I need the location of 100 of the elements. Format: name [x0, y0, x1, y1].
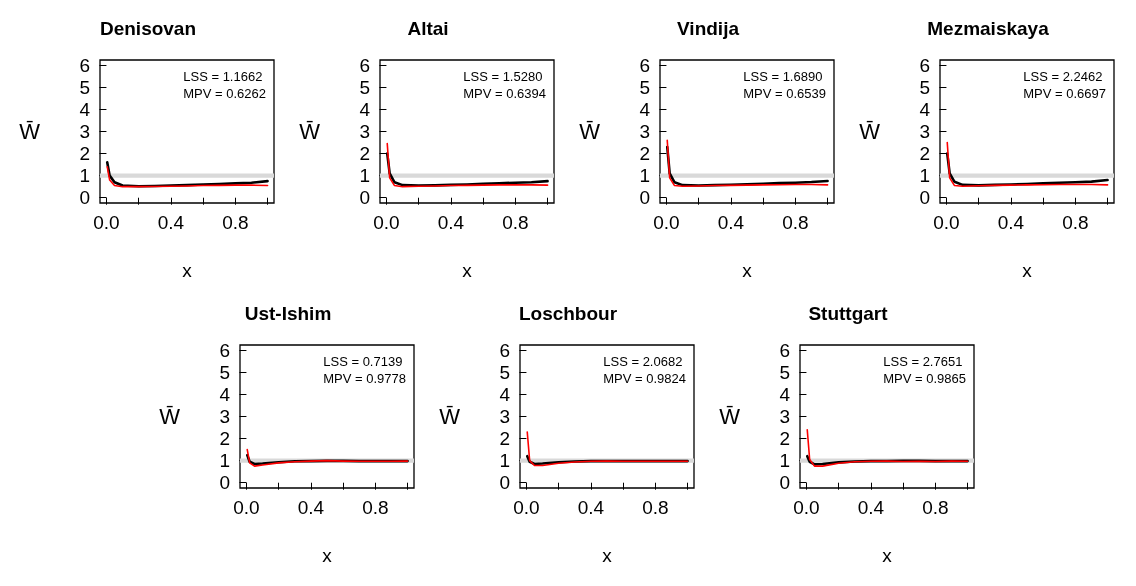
x-axis-title: x	[182, 260, 193, 281]
x-tick-label: 0.4	[297, 497, 325, 518]
y-tick-label: 1	[79, 165, 90, 187]
y-tick-label: 4	[919, 98, 931, 120]
x-tick-label: 0.0	[513, 497, 540, 518]
y-tick-label: 6	[79, 54, 90, 76]
x-tick-label: 0.4	[857, 497, 885, 518]
y-tick-label: 1	[919, 165, 930, 187]
annotation: LSS = 1.1662	[183, 69, 263, 84]
y-tick-label: 2	[499, 428, 510, 450]
y-tick-label: 2	[779, 428, 790, 450]
chart-title: Altai	[407, 18, 449, 39]
y-axis-title: W̄	[19, 119, 41, 144]
y-tick-label: 3	[359, 121, 370, 142]
y-tick-label: 1	[359, 165, 370, 187]
chart-title: Ust-Ishim	[244, 303, 332, 324]
y-axis-title: W̄	[159, 404, 181, 429]
y-tick-label: 5	[79, 76, 90, 98]
y-tick-label: 2	[639, 143, 650, 165]
y-tick-label: 0	[499, 472, 510, 494]
y-tick-label: 1	[499, 450, 510, 472]
y-tick-label: 6	[219, 339, 230, 361]
y-tick-label: 0	[79, 187, 90, 209]
y-axis-title: W̄	[719, 404, 741, 429]
y-tick-label: 3	[639, 121, 650, 142]
annotation: MPV = 0.9865	[883, 371, 966, 386]
x-tick-label: 0.4	[157, 212, 185, 233]
y-axis-title: W̄	[439, 404, 461, 429]
x-tick-label: 0.4	[997, 212, 1025, 233]
y-tick-label: 2	[359, 143, 370, 165]
annotation: LSS = 2.7651	[883, 354, 963, 369]
y-tick-label: 5	[499, 361, 510, 383]
y-tick-label: 3	[79, 121, 90, 142]
x-tick-label: 0.8	[1062, 212, 1089, 233]
x-tick-label: 0.0	[653, 212, 680, 233]
y-tick-label: 0	[779, 472, 790, 494]
y-tick-label: 3	[499, 406, 510, 427]
x-tick-label: 0.8	[782, 212, 809, 233]
y-tick-label: 5	[359, 76, 370, 98]
annotation: MPV = 0.9778	[323, 371, 406, 386]
chart-title: Stuttgart	[808, 303, 889, 324]
x-axis-title: x	[602, 545, 613, 566]
annotation: LSS = 2.0682	[603, 354, 683, 369]
y-axis-title: W̄	[859, 119, 881, 144]
x-tick-label: 0.4	[717, 212, 745, 233]
y-tick-label: 4	[79, 98, 91, 120]
x-tick-label: 0.0	[233, 497, 260, 518]
annotation: MPV = 0.9824	[603, 371, 686, 386]
annotation: LSS = 0.7139	[323, 354, 403, 369]
annotation: MPV = 0.6394	[463, 86, 546, 101]
y-tick-label: 6	[359, 54, 370, 76]
y-tick-label: 4	[359, 98, 371, 120]
y-tick-label: 3	[219, 406, 230, 427]
annotation: MPV = 0.6539	[743, 86, 826, 101]
y-tick-label: 6	[919, 54, 930, 76]
y-tick-label: 5	[219, 361, 230, 383]
x-axis-title: x	[322, 545, 333, 566]
y-tick-label: 5	[779, 361, 790, 383]
y-tick-label: 2	[919, 143, 930, 165]
x-tick-label: 0.8	[642, 497, 669, 518]
y-tick-label: 0	[919, 187, 930, 209]
y-tick-label: 2	[219, 428, 230, 450]
y-tick-label: 4	[219, 383, 231, 405]
x-axis-title: x	[1022, 260, 1033, 281]
y-tick-label: 6	[499, 339, 510, 361]
annotation: LSS = 1.5280	[463, 69, 543, 84]
y-tick-label: 6	[639, 54, 650, 76]
y-tick-label: 0	[639, 187, 650, 209]
x-axis-title: x	[742, 260, 753, 281]
annotation: MPV = 0.6697	[1023, 86, 1106, 101]
x-tick-label: 0.4	[577, 497, 605, 518]
x-tick-label: 0.0	[373, 212, 400, 233]
chart-title: Loschbour	[518, 303, 618, 324]
y-axis-title: W̄	[579, 119, 601, 144]
y-tick-label: 2	[79, 143, 90, 165]
y-tick-label: 4	[639, 98, 651, 120]
x-axis-title: x	[882, 545, 893, 566]
x-tick-label: 0.0	[793, 497, 820, 518]
y-axis-title: W̄	[299, 119, 321, 144]
y-tick-label: 1	[779, 450, 790, 472]
x-tick-label: 0.8	[222, 212, 249, 233]
chart-title: Mezmaiskaya	[927, 18, 1050, 39]
y-tick-label: 4	[499, 383, 511, 405]
y-tick-label: 3	[919, 121, 930, 142]
x-tick-label: 0.8	[502, 212, 529, 233]
y-tick-label: 5	[639, 76, 650, 98]
y-tick-label: 0	[359, 187, 370, 209]
x-tick-label: 0.8	[922, 497, 949, 518]
annotation: LSS = 2.2462	[1023, 69, 1103, 84]
x-axis-title: x	[462, 260, 473, 281]
annotation: LSS = 1.6890	[743, 69, 823, 84]
y-tick-label: 4	[779, 383, 791, 405]
y-tick-label: 1	[219, 450, 230, 472]
y-tick-label: 0	[219, 472, 230, 494]
chart-title: Denisovan	[99, 18, 197, 39]
chart-title: Vindija	[677, 18, 740, 39]
x-tick-label: 0.4	[437, 212, 465, 233]
y-tick-label: 1	[639, 165, 650, 187]
x-tick-label: 0.0	[933, 212, 960, 233]
x-tick-label: 0.0	[93, 212, 120, 233]
